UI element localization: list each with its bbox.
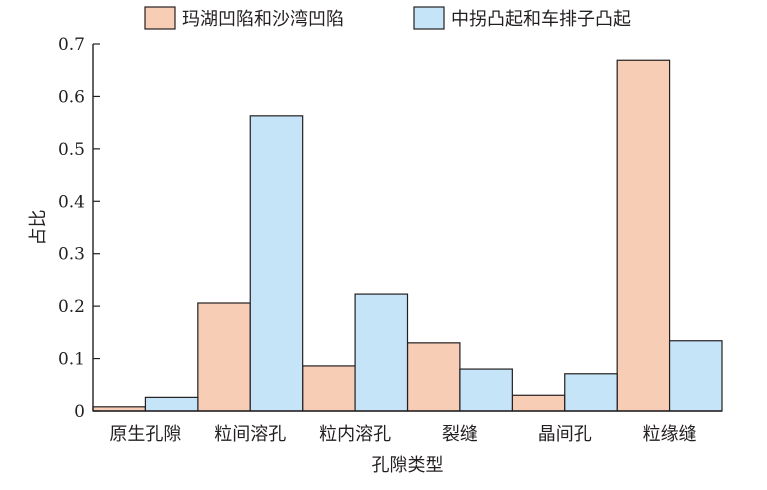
legend-swatch-series2 [413,6,445,30]
bar-series2-粒内溶孔 [354,293,409,412]
bar-series2-裂缝 [459,368,513,412]
y-tick-label: 0 [74,402,85,422]
y-tick-label: 0.6 [58,87,85,107]
bar-series2-粒缘缝 [668,340,723,412]
x-axis-title: 孔隙类型 [372,455,444,476]
legend-label-series2: 中拐凸起和车排子凸起 [451,9,631,30]
y-tick-label: 0.2 [58,297,85,317]
bar-series1-粒间溶孔 [197,302,251,412]
x-category-label: 粒间溶孔 [214,424,286,445]
y-tick-label: 0.3 [58,245,85,265]
legend-label-series1: 玛湖凹陷和沙湾凹陷 [182,9,344,30]
y-tick-label: 0.4 [58,192,85,212]
bar-series1-裂缝 [406,342,461,412]
bar-series2-原生孔隙 [144,396,199,412]
legend-swatch-series1 [144,6,176,30]
bar-series2-晶间孔 [564,373,618,412]
y-tick-label: 0.5 [58,140,85,160]
x-category-label: 晶间孔 [538,424,592,445]
y-tick-label: 0.7 [58,35,85,55]
x-category-label: 粒内溶孔 [319,424,391,445]
x-category-label: 粒缘缝 [643,424,697,445]
bar-series2-粒间溶孔 [249,115,304,412]
y-axis-title: 占比 [28,210,49,246]
bar-series1-粒缘缝 [616,59,671,412]
bar-series1-粒内溶孔 [302,365,356,412]
x-category-label: 裂缝 [442,424,478,445]
bar-series1-晶间孔 [511,394,566,412]
y-tick-label: 0.1 [58,350,85,370]
x-category-label: 原生孔隙 [109,424,181,445]
